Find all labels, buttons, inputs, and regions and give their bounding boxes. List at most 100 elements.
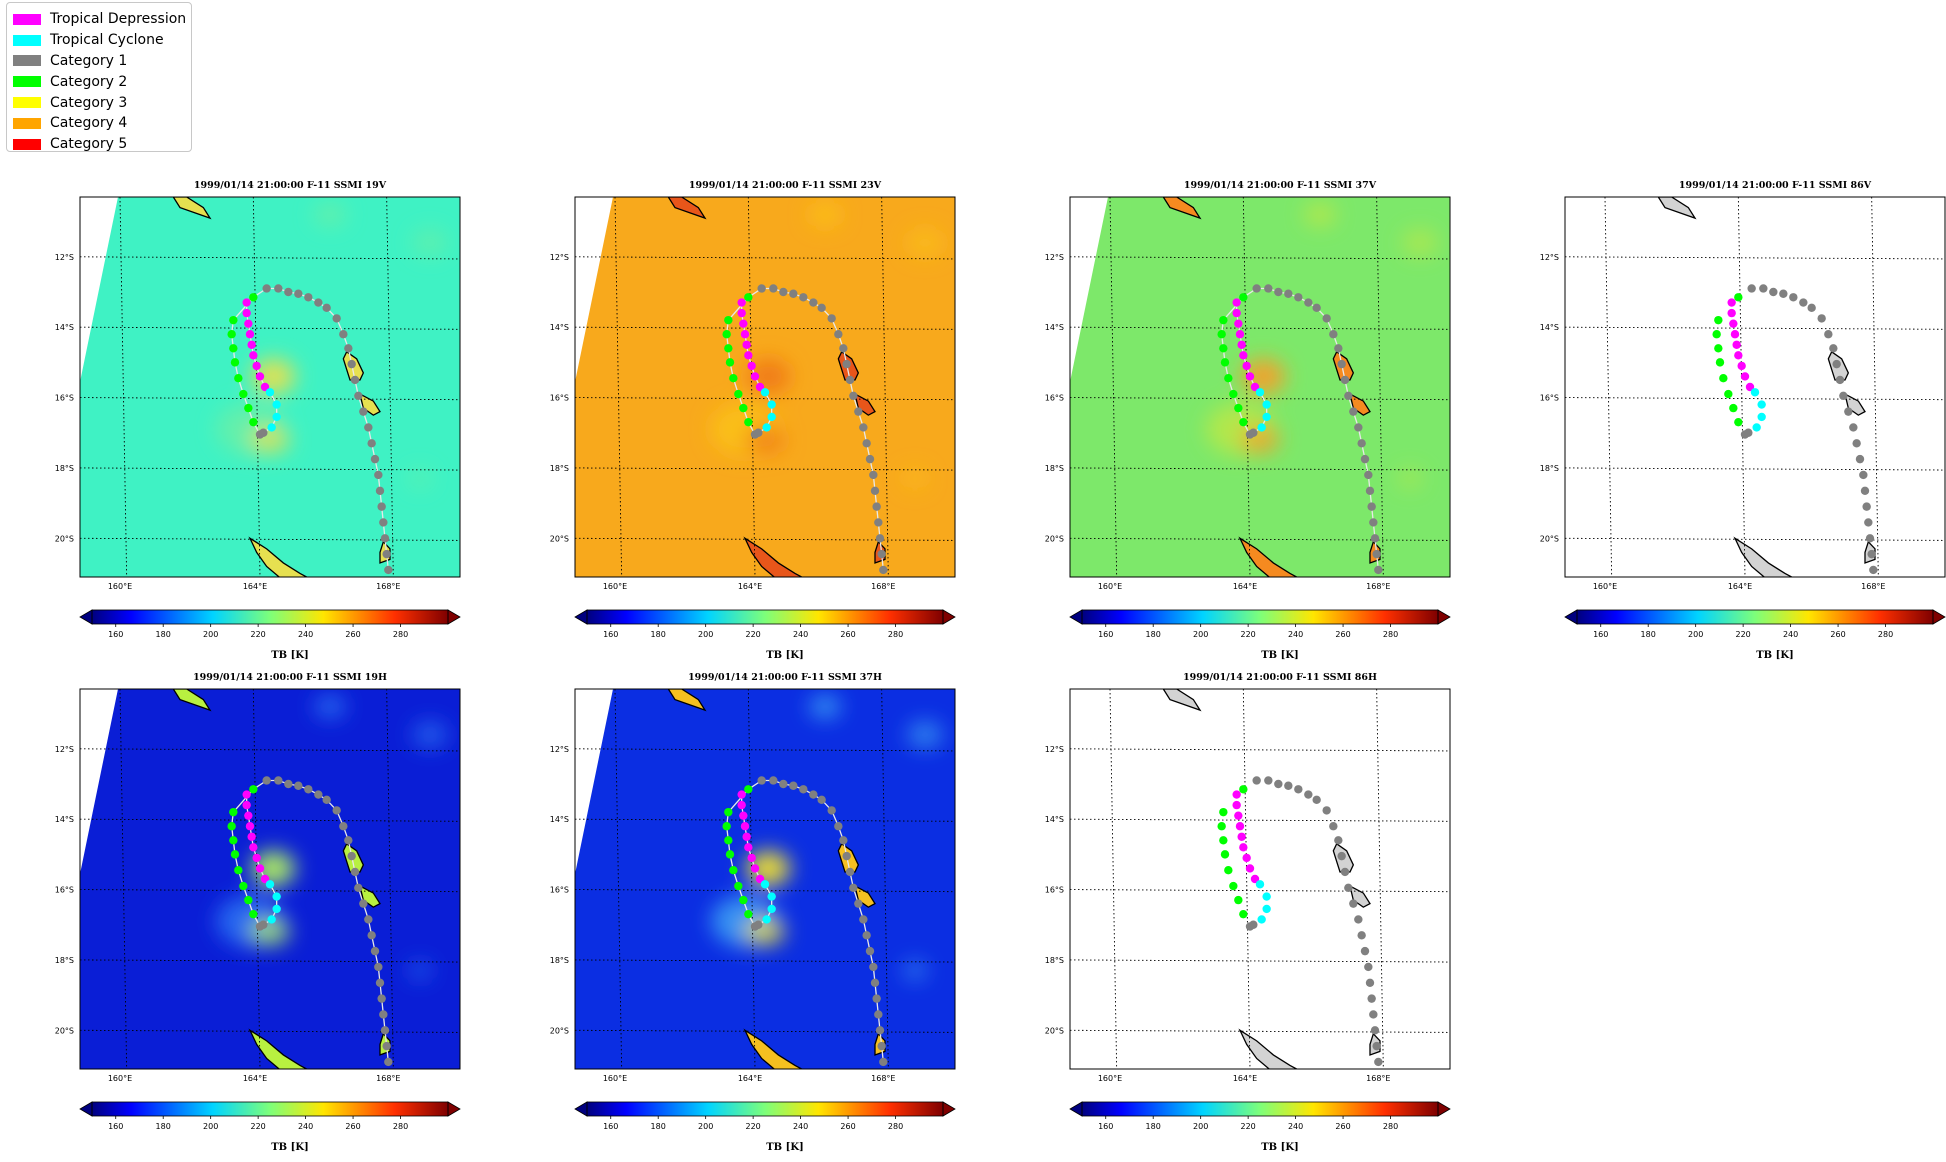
track-point-c2: [230, 850, 240, 859]
track-point-c1: [1337, 359, 1346, 369]
track-point-td: [1745, 382, 1755, 392]
track-point-c1: [1245, 922, 1255, 931]
colorbar-tick-label: 260: [840, 630, 855, 639]
lat-tick-label: 14°S: [1540, 323, 1559, 332]
colorbar-tick-label: 260: [840, 1122, 855, 1131]
track-point-tc: [272, 892, 281, 901]
colorbar-tick-label: 180: [1641, 630, 1656, 639]
legend-label: Category 2: [50, 73, 128, 90]
track-point-c1: [769, 776, 778, 785]
colorbar-tick-label: 180: [1146, 1122, 1161, 1131]
track-point-tc: [767, 892, 776, 901]
track-point-c1: [870, 486, 880, 495]
colorbar-label: TB [K]: [766, 650, 804, 661]
track-point-c1: [865, 946, 875, 956]
track-point-c1: [1357, 931, 1366, 940]
track-point-c2: [729, 866, 738, 875]
track-point-c1: [799, 293, 808, 302]
track-point-td: [260, 382, 270, 392]
lon-tick-label: 160°E: [603, 1074, 627, 1083]
track-point-td: [737, 308, 746, 318]
colorbar-label: TB [K]: [1261, 650, 1299, 661]
colorbar-tick-label: 200: [203, 1122, 218, 1131]
lat-tick-label: 18°S: [1045, 464, 1064, 473]
track-point-td: [245, 330, 255, 339]
track-point-c2: [227, 330, 236, 339]
track-point-c1: [359, 407, 368, 416]
track-point-c1: [1344, 391, 1353, 400]
lat-tick-label: 20°S: [1540, 534, 1559, 543]
track-point-c2: [1714, 344, 1723, 353]
lat-tick-label: 16°S: [1045, 886, 1064, 895]
lon-tick-label: 164°E: [1233, 582, 1257, 591]
track-point-c1: [1360, 454, 1370, 464]
storm-track: [1217, 284, 1383, 575]
lon-tick-label: 160°E: [108, 1074, 132, 1083]
track-point-tc: [1757, 400, 1766, 409]
track-point-td: [1242, 853, 1251, 863]
track-point-c1: [1264, 284, 1273, 293]
legend-swatch: [13, 34, 41, 46]
track-point-c2: [1219, 315, 1228, 325]
track-point-c2: [725, 850, 735, 859]
lon-tick-label: 168°E: [376, 582, 400, 591]
lat-tick-label: 18°S: [55, 464, 74, 473]
map-panel-37v: 1999/01/14 21:00:00 F-11 SSMI 37V 160°E 16…: [1040, 180, 1520, 670]
track-point-td: [747, 361, 756, 371]
lat-tick-label: 12°S: [550, 745, 569, 754]
colorbar-tick-label: 280: [393, 1122, 408, 1131]
track-point-c2: [1734, 293, 1743, 302]
track-point-c2: [249, 417, 258, 427]
track-legend: Tropical Depression Tropical Cyclone Categ…: [6, 2, 192, 152]
lat-tick-label: 18°S: [55, 956, 74, 965]
track-point-c2: [744, 417, 753, 427]
colorbar-tick-label: 180: [156, 1122, 171, 1131]
track-point-td: [1727, 298, 1736, 307]
track-point-c1: [769, 284, 778, 293]
colorbar-label: TB [K]: [271, 1142, 309, 1153]
legend-item: Category 4: [13, 113, 191, 134]
tb-field: [1565, 197, 1945, 577]
lat-tick-label: 20°S: [550, 534, 569, 543]
track-point-c2: [1234, 895, 1243, 905]
track-point-c2: [229, 836, 238, 845]
track-point-c2: [1217, 330, 1226, 339]
track-point-c1: [874, 518, 883, 527]
lat-tick-label: 12°S: [55, 745, 74, 754]
track-point-c2: [724, 836, 733, 845]
track-point-c1: [367, 439, 376, 448]
track-point-c1: [304, 785, 313, 794]
track-point-c2: [734, 389, 743, 399]
colorbar: 160 180 200 220 240 260 280: [79, 609, 461, 639]
track-point-c1: [274, 776, 283, 785]
track-point-c1: [1304, 298, 1313, 307]
track-point-c1: [1364, 962, 1373, 972]
track-point-c2: [239, 389, 248, 399]
track-point-c2: [1734, 417, 1743, 427]
lat-tick-label: 20°S: [1045, 534, 1064, 543]
colorbar-label: TB [K]: [1261, 1142, 1299, 1153]
track-point-c1: [834, 822, 843, 831]
track-point-c1: [875, 534, 885, 543]
track-point-c2: [1715, 358, 1725, 367]
track-point-td: [740, 330, 750, 339]
colorbar-tick-label: 220: [1240, 1122, 1255, 1131]
track-point-td: [247, 832, 256, 841]
track-point-c1: [1740, 430, 1750, 439]
track-point-tc: [760, 388, 770, 397]
storm-track: [722, 284, 888, 575]
legend-swatch: [13, 55, 41, 67]
track-point-c1: [1369, 518, 1378, 527]
track-point-c2: [724, 807, 733, 817]
track-point-tc: [1255, 388, 1265, 397]
map-frame: [574, 688, 956, 1070]
track-point-c1: [875, 1026, 885, 1035]
legend-swatch: [13, 13, 41, 25]
track-point-c1: [1367, 994, 1376, 1003]
track-point-c1: [1869, 565, 1878, 575]
map-panel-19h: 1999/01/14 21:00:00 F-11 SSMI 19H 160°E 16…: [50, 672, 530, 1162]
track-point-c1: [1374, 1057, 1383, 1067]
map-panel-23v: 1999/01/14 21:00:00 F-11 SSMI 23V 160°E 16…: [545, 180, 1025, 670]
track-point-c1: [1364, 470, 1373, 480]
track-point-c1: [1274, 779, 1283, 789]
